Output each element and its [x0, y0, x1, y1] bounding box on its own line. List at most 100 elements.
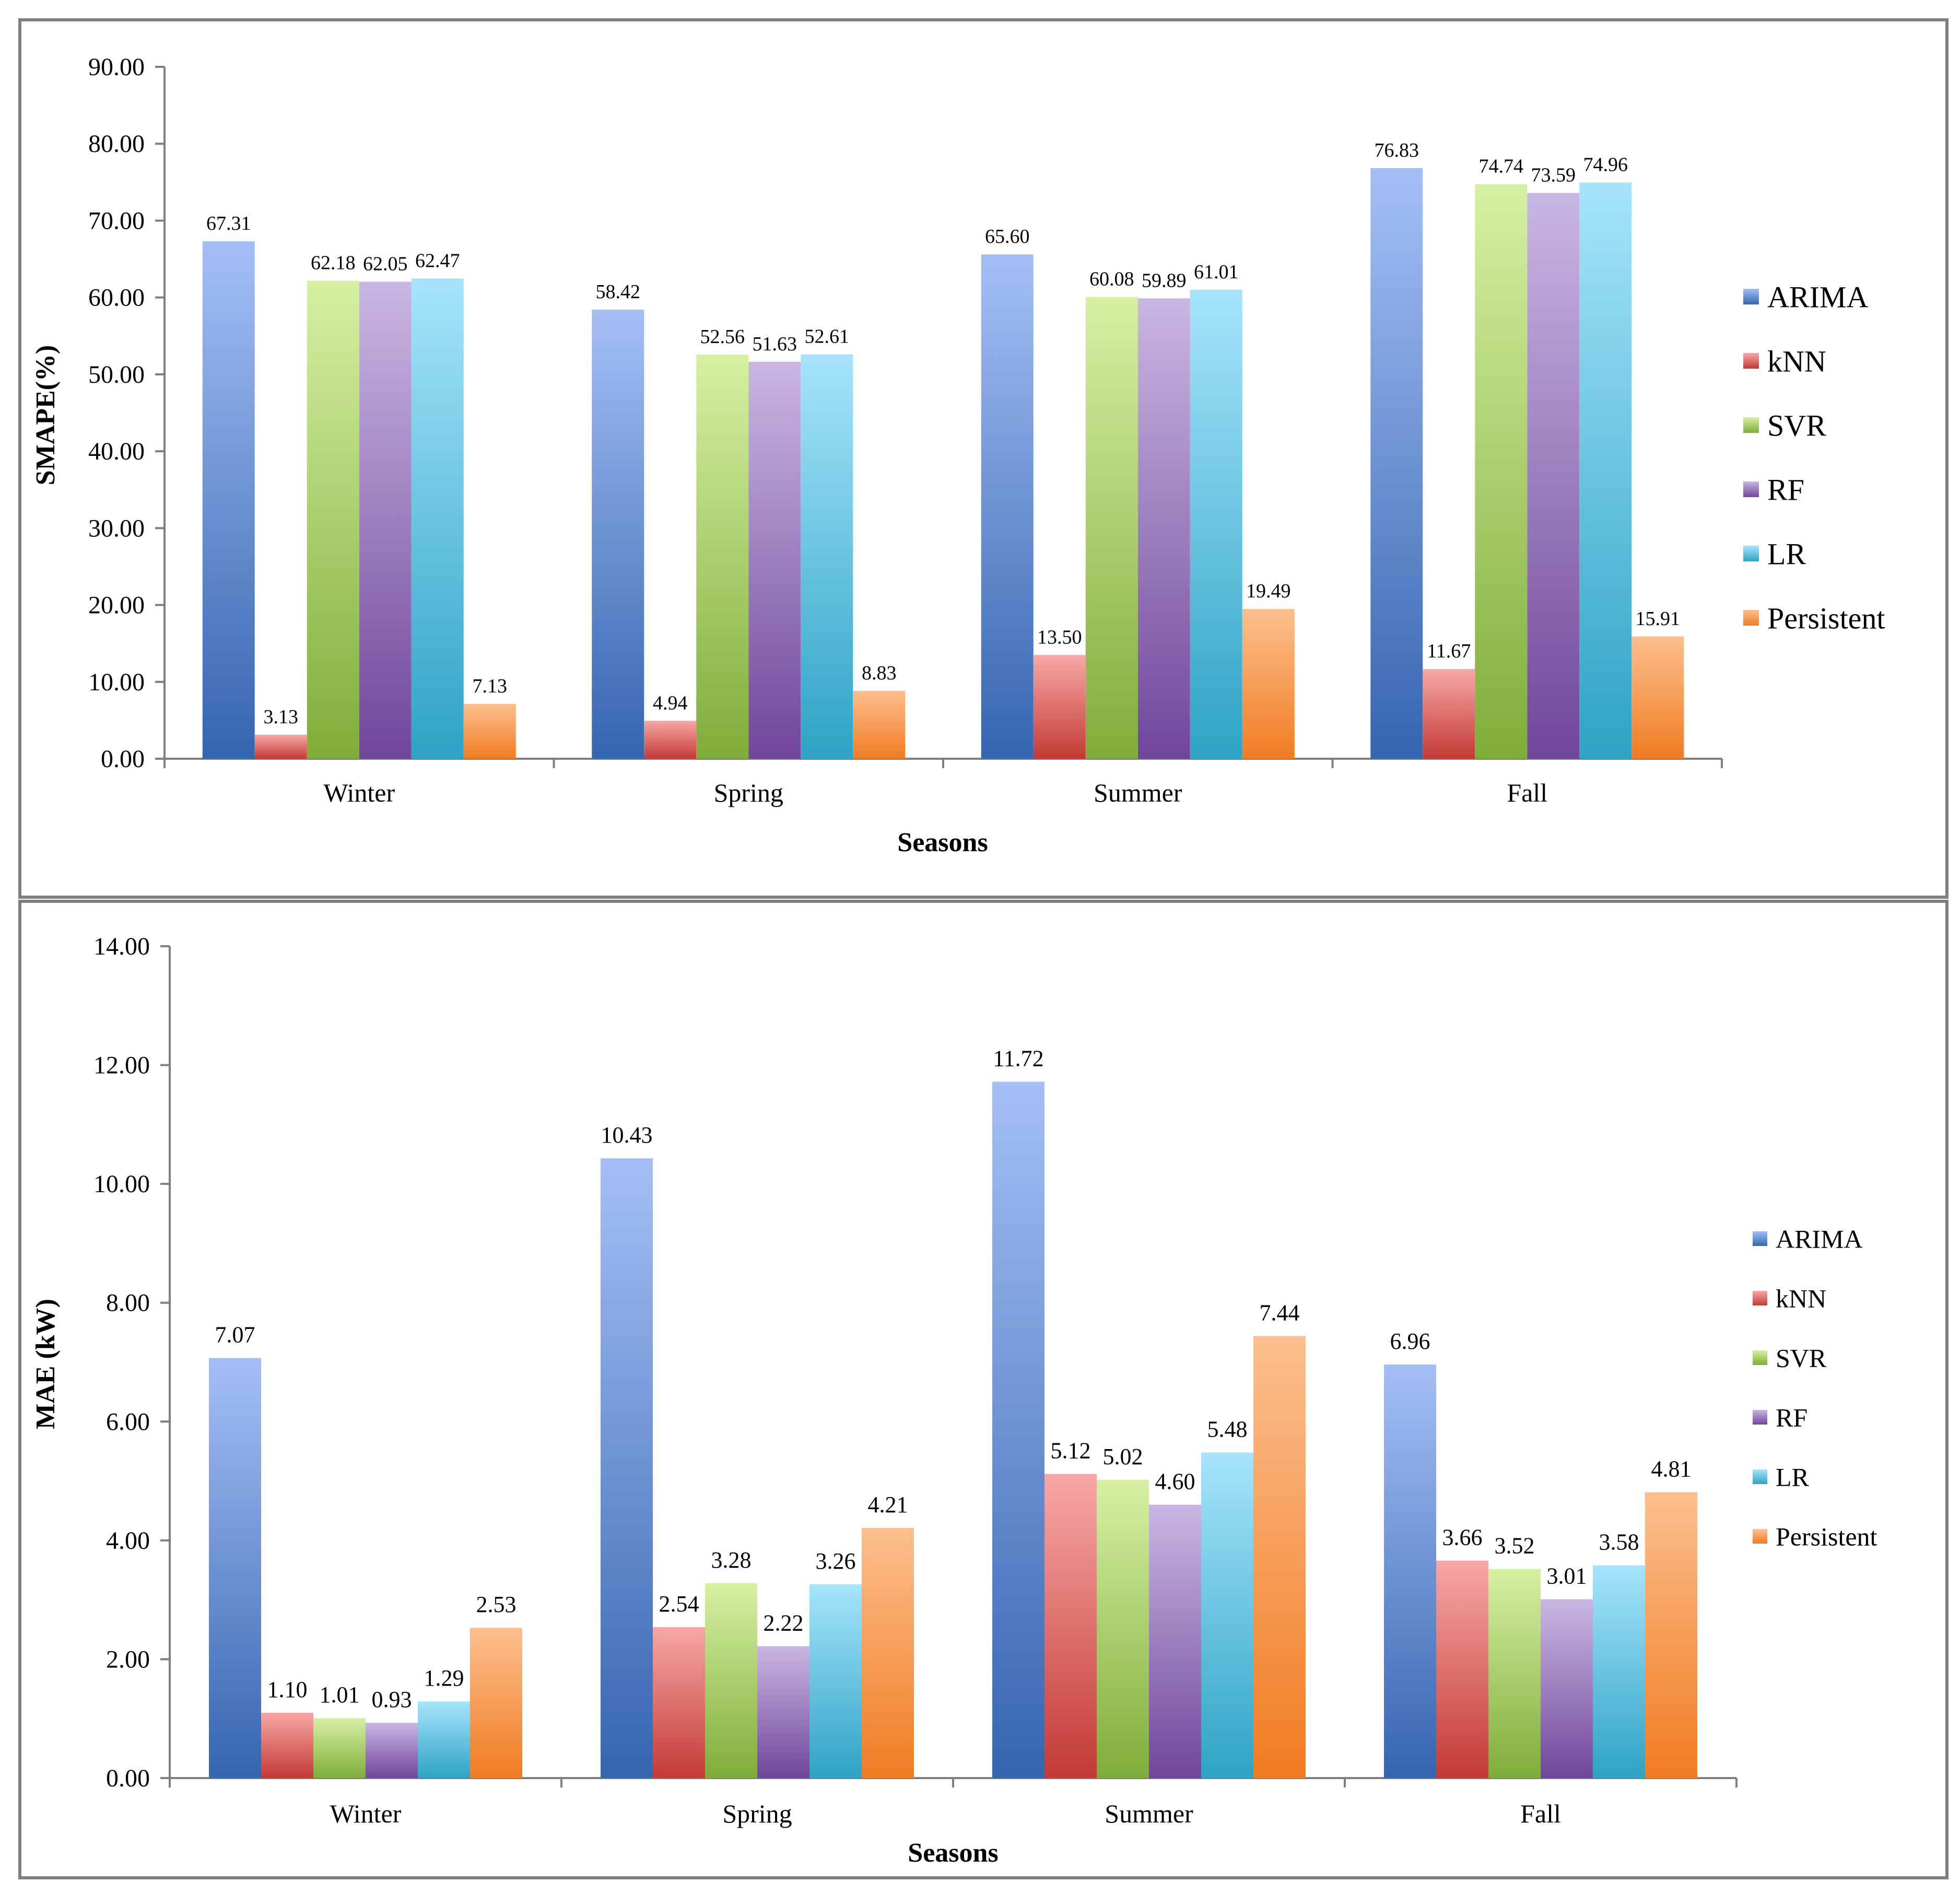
smape-data-label-svr-fall: 74.74 [1479, 156, 1524, 178]
mae-y-tick-label: 14.00 [93, 933, 150, 960]
smape-data-label-rf-winter: 62.05 [363, 253, 408, 275]
mae-bar-rf-fall [1541, 1599, 1593, 1778]
mae-data-label-lr-spring: 3.26 [816, 1548, 856, 1574]
mae-data-label-lr-fall: 3.58 [1599, 1530, 1639, 1555]
smape-bar-persistent-fall [1632, 636, 1684, 759]
mae-bar-knn-winter [261, 1712, 313, 1778]
smape-bar-knn-fall [1423, 669, 1475, 759]
mae-data-label-rf-fall: 3.01 [1547, 1563, 1587, 1589]
smape-y-tick-label: 50.00 [88, 361, 145, 389]
mae-data-label-rf-summer: 4.60 [1155, 1469, 1195, 1495]
mae-data-label-knn-spring: 2.54 [659, 1591, 699, 1617]
smape-bar-knn-summer [1033, 655, 1086, 759]
smape-data-label-rf-fall: 73.59 [1531, 164, 1576, 186]
mae-data-label-rf-spring: 2.22 [764, 1610, 804, 1636]
smape-legend-label-knn: kNN [1767, 344, 1826, 378]
mae-data-label-svr-winter: 1.01 [320, 1682, 360, 1708]
mae-legend-label-svr: SVR [1776, 1344, 1827, 1373]
smape-data-label-knn-fall: 11.67 [1427, 640, 1471, 662]
smape-y-tick-label: 40.00 [88, 438, 145, 465]
smape-data-label-lr-fall: 74.96 [1583, 154, 1628, 175]
smape-y-tick-label: 20.00 [88, 592, 145, 619]
mae-bar-rf-summer [1149, 1504, 1201, 1778]
mae-category-label-spring: Spring [722, 1799, 792, 1828]
smape-data-label-persistent-winter: 7.13 [473, 675, 508, 697]
mae-data-label-persistent-winter: 2.53 [476, 1592, 517, 1617]
smape-y-tick-label: 70.00 [88, 207, 145, 234]
mae-category-label-winter: Winter [330, 1799, 402, 1828]
mae-bar-knn-fall [1436, 1560, 1488, 1778]
smape-bar-knn-spring [644, 721, 697, 759]
smape-data-label-persistent-spring: 8.83 [862, 662, 897, 684]
smape-data-label-svr-spring: 52.56 [700, 326, 745, 348]
smape-data-label-knn-winter: 3.13 [264, 706, 299, 728]
smape-data-label-svr-winter: 62.18 [311, 252, 356, 274]
mae-bar-knn-spring [653, 1627, 705, 1778]
mae-y-tick-label: 8.00 [106, 1289, 150, 1317]
smape-legend-label-arima: ARIMA [1767, 280, 1868, 314]
mae-bar-arima-winter [209, 1358, 261, 1778]
mae-bar-rf-spring [757, 1646, 809, 1778]
smape-bar-persistent-spring [853, 691, 906, 759]
mae-data-label-persistent-spring: 4.21 [868, 1492, 908, 1517]
smape-data-label-arima-winter: 67.31 [206, 213, 251, 234]
smape-bar-svr-spring [696, 355, 749, 759]
mae-legend-label-arima: ARIMA [1776, 1225, 1863, 1254]
smape-data-label-knn-summer: 13.50 [1037, 626, 1082, 648]
mae-bar-persistent-spring [862, 1527, 914, 1778]
mae-legend-swatch-arima [1753, 1231, 1767, 1246]
mae-data-label-rf-winter: 0.93 [372, 1687, 412, 1712]
smape-bar-lr-summer [1190, 289, 1242, 759]
mae-y-tick-label: 2.00 [106, 1645, 150, 1673]
smape-category-label-fall: Fall [1507, 778, 1547, 807]
smape-legend-label-rf: RF [1767, 473, 1804, 507]
mae-data-label-svr-fall: 3.52 [1495, 1533, 1535, 1558]
mae-legend-label-persistent: Persistent [1776, 1522, 1877, 1551]
smape-legend-swatch-arima [1743, 289, 1759, 304]
smape-y-tick-label: 90.00 [88, 53, 145, 81]
smape-legend-swatch-rf [1743, 481, 1759, 497]
mae-bar-lr-fall [1593, 1565, 1645, 1778]
mae-y-tick-label: 0.00 [106, 1764, 150, 1792]
mae-legend-swatch-svr [1753, 1350, 1767, 1365]
mae-bar-svr-winter [313, 1718, 366, 1778]
mae-legend-swatch-lr [1753, 1469, 1767, 1484]
smape-bar-svr-winter [307, 280, 359, 759]
smape-y-tick-label: 10.00 [88, 668, 145, 696]
smape-legend-swatch-svr [1743, 417, 1759, 433]
smape-data-label-lr-winter: 62.47 [415, 250, 460, 272]
smape-category-label-winter: Winter [323, 778, 395, 807]
smape-bar-rf-summer [1137, 298, 1190, 759]
smape-legend: ARIMA kNN SVR RF LR Persistent [1743, 280, 1885, 635]
mae-data-label-persistent-summer: 7.44 [1260, 1300, 1300, 1325]
smape-legend-label-lr: LR [1767, 537, 1806, 571]
smape-bar-persistent-summer [1242, 609, 1295, 759]
mae-bar-svr-spring [705, 1583, 757, 1778]
smape-bar-lr-spring [801, 354, 853, 759]
mae-data-label-arima-winter: 7.07 [215, 1322, 255, 1348]
smape-y-tick-label: 80.00 [88, 130, 145, 158]
mae-data-label-lr-summer: 5.48 [1207, 1416, 1248, 1442]
mae-bar-persistent-winter [470, 1628, 522, 1778]
mae-bar-arima-fall [1384, 1364, 1436, 1778]
smape-bar-arima-fall [1370, 168, 1423, 759]
smape-data-label-rf-summer: 59.89 [1142, 269, 1187, 291]
mae-legend-label-knn: kNN [1776, 1284, 1826, 1313]
smape-data-label-arima-fall: 76.83 [1375, 139, 1419, 161]
mae-data-label-svr-spring: 3.28 [711, 1547, 752, 1573]
smape-chart: SMAPE(%) Seasons 0.00 10.00 20.00 30.00 40.0… [31, 53, 1885, 857]
mae-y-tick-label: 4.00 [106, 1527, 150, 1555]
mae-legend-swatch-rf [1753, 1410, 1767, 1425]
smape-bar-rf-winter [359, 281, 412, 759]
mae-data-label-arima-fall: 6.96 [1390, 1328, 1430, 1354]
mae-legend-label-rf: RF [1776, 1403, 1808, 1432]
smape-data-label-lr-spring: 52.61 [805, 325, 850, 347]
smape-bar-rf-fall [1527, 193, 1580, 759]
mae-data-label-lr-winter: 1.29 [424, 1665, 464, 1691]
smape-bar-knn-winter [254, 734, 307, 759]
smape-bar-lr-fall [1579, 182, 1632, 759]
smape-bar-arima-spring [592, 309, 644, 759]
mae-data-label-arima-summer: 11.72 [993, 1045, 1043, 1071]
mae-data-label-knn-winter: 1.10 [267, 1677, 308, 1702]
mae-bar-svr-summer [1097, 1479, 1149, 1778]
